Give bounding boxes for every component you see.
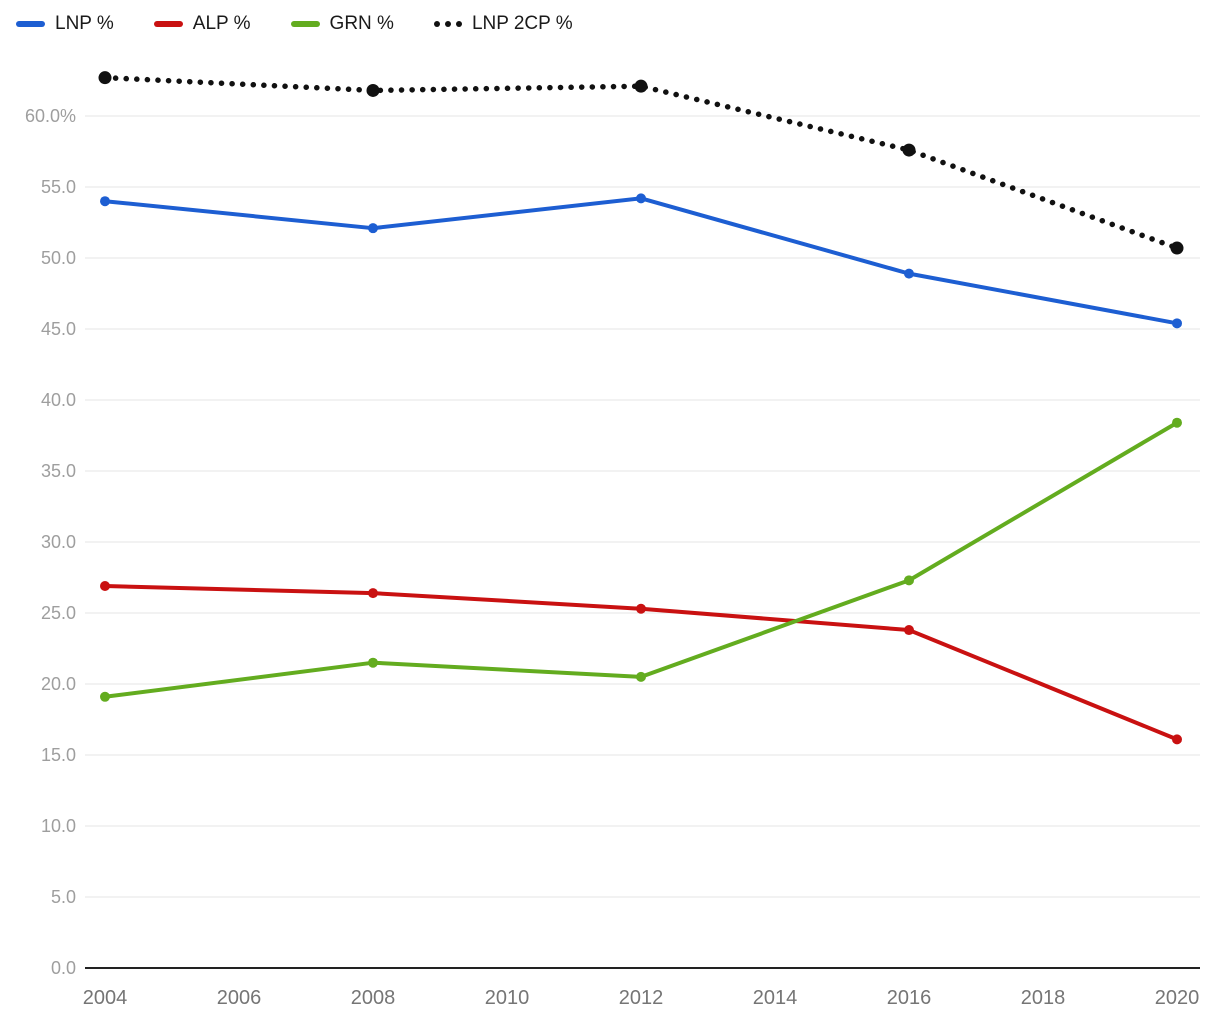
x-tick-label: 2004 [83,987,128,1009]
series-line-grn [103,420,1179,699]
y-tick-label: 55.0 [41,177,76,197]
data-point-alp [100,581,110,592]
legend-item-alp[interactable]: ALP % [153,13,251,35]
legend-dot-icon [444,21,451,27]
series-line-lnp-2cp [102,74,1180,251]
x-tick-label: 2020 [1155,987,1200,1009]
legend-swatch-lnp2cp-icon [433,21,462,28]
data-point-alp [636,603,646,614]
x-tick-label: 2014 [753,987,798,1009]
legend-item-grn[interactable]: GRN % [290,13,394,35]
data-point-grn [100,691,110,702]
x-tick-label: 2012 [619,987,664,1009]
x-tick-label: 2010 [485,987,530,1009]
x-tick-label: 2016 [887,987,932,1009]
y-tick-label: 40.0 [41,390,76,410]
y-tick-label: 10.0 [41,816,76,836]
y-tick-label: 25.0 [41,603,76,623]
data-point-lnp-2cp [98,71,112,85]
legend-swatch-grn-icon [290,21,320,27]
x-tick-label: 2008 [351,987,396,1009]
legend-item-lnp[interactable]: LNP % [16,13,114,35]
data-point-lnp-2cp [1170,241,1184,255]
x-tick-label: 2018 [1021,987,1066,1009]
legend-label-alp: ALP % [192,13,251,34]
legend-swatch-lnp-icon [16,21,45,27]
data-point-lnp-2cp [902,143,916,157]
data-point-lnp [1172,318,1182,329]
legend-label-lnp: LNP % [55,13,114,34]
data-point-alp [368,588,378,599]
data-point-lnp [636,193,646,204]
data-point-grn [368,657,378,668]
data-point-lnp [368,223,378,234]
data-point-grn [1172,417,1182,428]
data-point-alp [904,625,914,636]
y-tick-label: 5.0 [51,887,76,907]
data-point-alp [1172,734,1182,745]
y-tick-label: 30.0 [41,532,76,552]
legend-label-lnp2cp: LNP 2CP % [471,13,573,34]
y-tick-label: 60.0% [25,106,76,126]
legend-item-lnp2cp[interactable]: LNP 2CP % [433,13,573,35]
y-tick-label: 50.0 [41,248,76,268]
y-tick-label: 15.0 [41,745,76,765]
data-point-lnp-2cp [366,83,380,97]
legend-label-grn: GRN % [329,13,394,34]
data-point-lnp-2cp [634,79,648,93]
y-tick-label: 0.0 [51,958,76,978]
legend-dot-icon [433,21,440,27]
x-tick-label: 2006 [217,987,262,1009]
chart-legend: LNP % ALP % GRN % LNP 2CP % [16,13,573,35]
y-tick-label: 45.0 [41,319,76,339]
data-point-lnp [904,268,914,279]
data-point-grn [904,575,914,586]
legend-swatch-alp-icon [153,21,183,27]
y-tick-label: 20.0 [41,674,76,694]
legend-dot-icon [455,21,462,27]
data-point-grn [636,671,646,682]
series-line-lnp [103,196,1179,326]
data-point-lnp [100,196,110,207]
y-tick-label: 35.0 [41,461,76,481]
